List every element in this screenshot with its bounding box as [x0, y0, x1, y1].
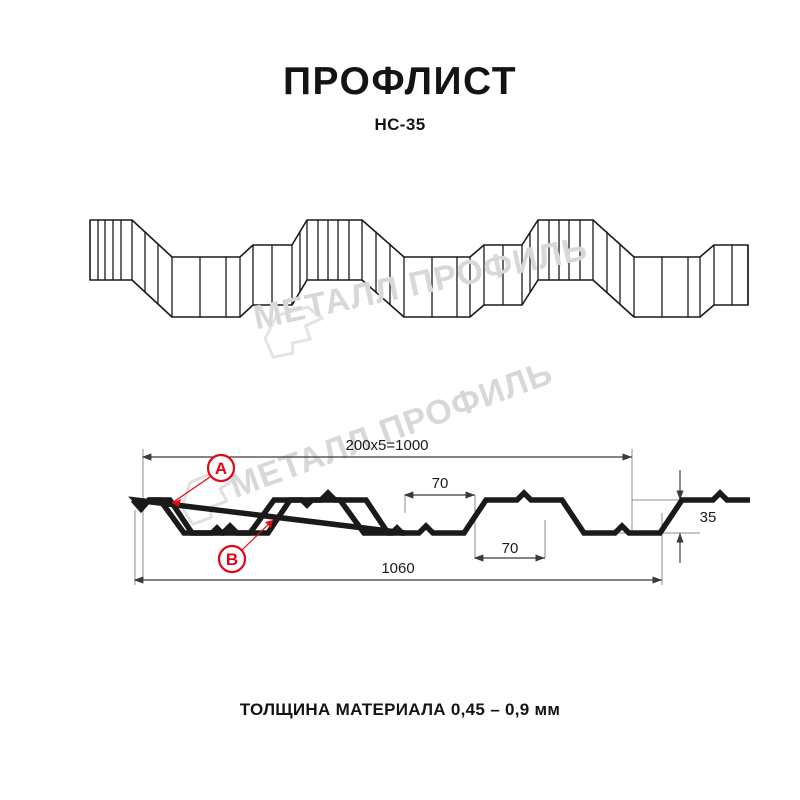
dimension-label-overall: 1060 — [381, 560, 414, 577]
cross-section-svg: 200x5=1000 70 70 35 1060 — [128, 437, 750, 585]
callout-b-circle[interactable] — [217, 544, 247, 574]
callout-b-label: B — [226, 550, 238, 569]
dimension-trough-width: 70 — [473, 540, 545, 562]
dimension-label-height: 35 — [700, 509, 717, 526]
dimension-height: 35 — [676, 470, 717, 563]
dimension-label-crest: 70 — [432, 475, 449, 492]
dimension-overall-width: 1060 — [133, 560, 662, 584]
iso-corrugation-body — [89, 219, 749, 318]
material-thickness-note: ТОЛЩИНА МАТЕРИАЛА 0,45 – 0,9 мм — [239, 700, 561, 719]
callout-b[interactable]: B — [217, 519, 274, 574]
callout-a-circle[interactable] — [206, 453, 236, 483]
callout-a-label: A — [215, 459, 227, 478]
section-view: 200x5=1000 70 70 35 1060 — [60, 395, 760, 625]
isometric-view — [60, 195, 750, 360]
dimension-pitch-total: 200x5=1000 — [141, 437, 632, 461]
dimension-crest-width: 70 — [403, 475, 475, 499]
isometric-profile-svg — [89, 219, 749, 318]
callout-a-leader — [171, 476, 211, 504]
page-header: ПРОФЛИСТ НС-35 — [0, 60, 800, 135]
callout-a-arrow — [172, 499, 181, 507]
callout-a[interactable]: A — [171, 453, 236, 507]
dimension-label-trough: 70 — [502, 540, 519, 557]
iso-outer-outline — [89, 219, 749, 318]
page-title: ПРОФЛИСТ — [282, 60, 518, 103]
profile-outline — [130, 489, 750, 536]
callout-b-leader — [241, 519, 274, 551]
product-model-subtitle: НС-35 — [374, 115, 426, 134]
iso-fold-lines — [97, 219, 749, 318]
dimension-label-pitch: 200x5=1000 — [346, 437, 429, 454]
callout-b-arrow — [265, 520, 273, 528]
